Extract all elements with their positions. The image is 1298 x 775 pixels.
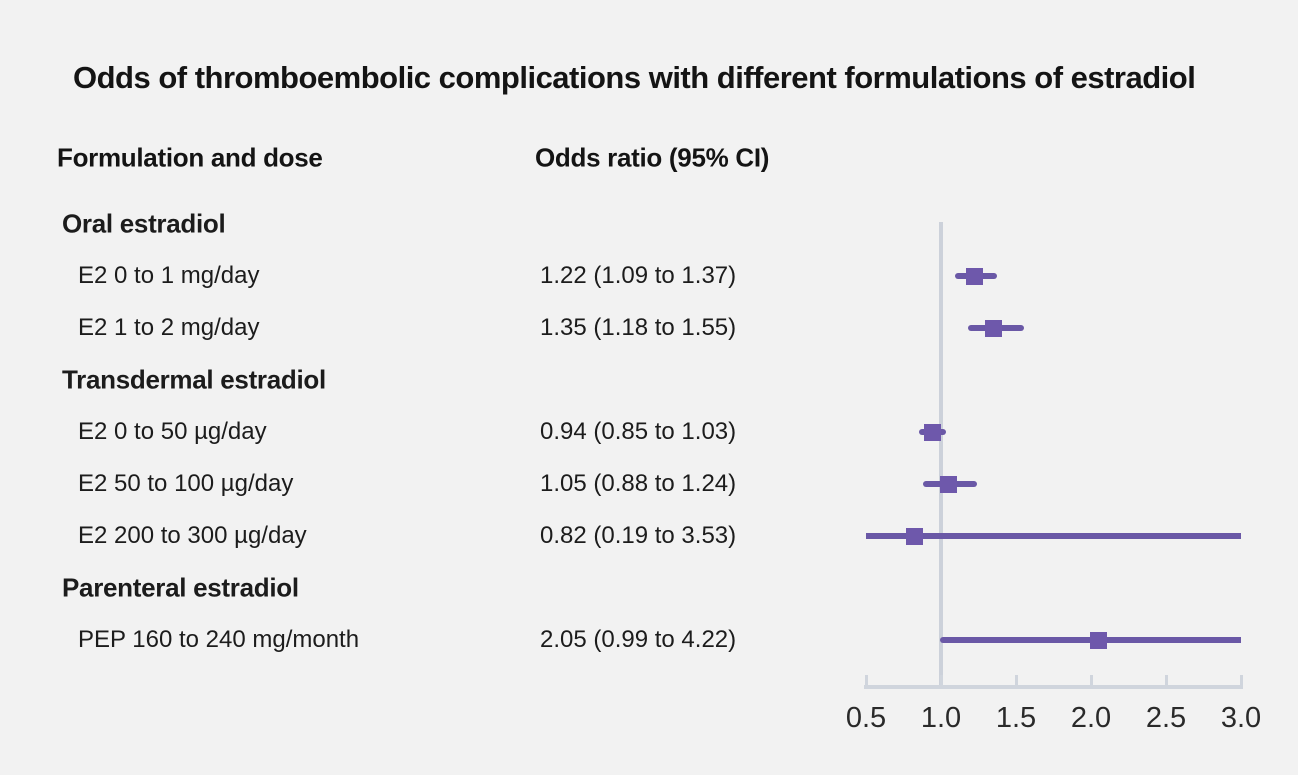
column-header-formulation: Formulation and dose [57,142,323,173]
x-axis-tick [1089,675,1093,685]
group-label: Parenteral estradiol [62,572,299,603]
row-odds-ratio-value: 1.05 (0.88 to 1.24) [540,470,737,497]
row-odds-ratio-value: 2.05 (0.99 to 4.22) [540,626,737,653]
x-axis-tick [939,675,943,685]
row-odds-ratio-value: 0.82 (0.19 to 3.53) [540,522,737,549]
group-label: Oral estradiol [62,208,226,239]
row-label: PEP 160 to 240 mg/month [78,626,360,653]
row-label: E2 0 to 1 mg/day [78,262,260,289]
point-estimate-marker [940,475,957,493]
x-axis-tick-label: 2.5 [1145,702,1187,734]
point-estimate-marker [1090,631,1107,649]
x-axis-tick-label: 1.5 [995,702,1037,734]
x-axis-tick-label: 3.0 [1220,702,1262,734]
row-odds-ratio-value: 1.35 (1.18 to 1.55) [540,314,737,341]
x-axis-tick-label: 2.0 [1070,702,1112,734]
x-axis-tick-label: 0.5 [845,702,887,734]
point-estimate-marker [923,423,941,441]
row-label: E2 1 to 2 mg/day [78,314,260,341]
point-estimate-marker [965,267,983,285]
x-axis-tick [1164,675,1168,685]
x-axis-tick [864,675,868,685]
row-label: E2 200 to 300 µg/day [78,522,307,549]
x-axis-tick-label: 1.0 [920,702,962,734]
column-header-odds-ratio: Odds ratio (95% CI) [535,142,770,173]
figure-title: Odds of thromboembolic complications wit… [73,60,1196,95]
point-estimate-marker [905,527,923,545]
reference-line [939,222,943,689]
row-label: E2 50 to 100 µg/day [78,470,294,497]
row-odds-ratio-value: 0.94 (0.85 to 1.03) [540,418,737,445]
row-label: E2 0 to 50 µg/day [78,418,267,445]
ci-bar [866,533,1241,539]
x-axis-line [864,685,1243,689]
x-axis-tick [1239,675,1243,685]
row-odds-ratio-value: 1.22 (1.09 to 1.37) [540,262,737,289]
group-label: Transdermal estradiol [62,364,326,395]
x-axis-tick [1014,675,1018,685]
point-estimate-marker [985,319,1002,337]
